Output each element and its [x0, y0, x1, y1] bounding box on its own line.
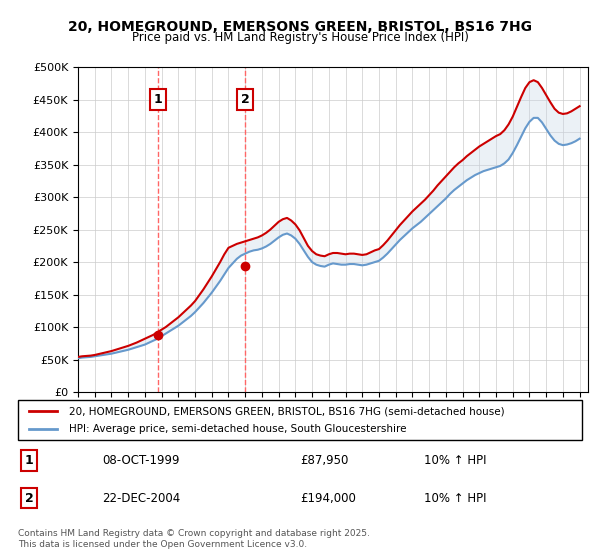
Text: 20, HOMEGROUND, EMERSONS GREEN, BRISTOL, BS16 7HG: 20, HOMEGROUND, EMERSONS GREEN, BRISTOL,…	[68, 20, 532, 34]
Text: £194,000: £194,000	[300, 492, 356, 505]
Text: 20, HOMEGROUND, EMERSONS GREEN, BRISTOL, BS16 7HG (semi-detached house): 20, HOMEGROUND, EMERSONS GREEN, BRISTOL,…	[69, 407, 505, 417]
Text: 1: 1	[154, 93, 162, 106]
Text: 2: 2	[25, 492, 34, 505]
Text: 2: 2	[241, 93, 249, 106]
FancyBboxPatch shape	[18, 400, 582, 440]
Text: 22-DEC-2004: 22-DEC-2004	[103, 492, 181, 505]
Text: HPI: Average price, semi-detached house, South Gloucestershire: HPI: Average price, semi-detached house,…	[69, 423, 406, 433]
Text: 10% ↑ HPI: 10% ↑ HPI	[424, 454, 487, 467]
Text: 1: 1	[25, 454, 34, 467]
Text: 08-OCT-1999: 08-OCT-1999	[103, 454, 180, 467]
Text: 10% ↑ HPI: 10% ↑ HPI	[424, 492, 487, 505]
Text: £87,950: £87,950	[300, 454, 349, 467]
Text: Contains HM Land Registry data © Crown copyright and database right 2025.
This d: Contains HM Land Registry data © Crown c…	[18, 529, 370, 549]
Text: Price paid vs. HM Land Registry's House Price Index (HPI): Price paid vs. HM Land Registry's House …	[131, 31, 469, 44]
